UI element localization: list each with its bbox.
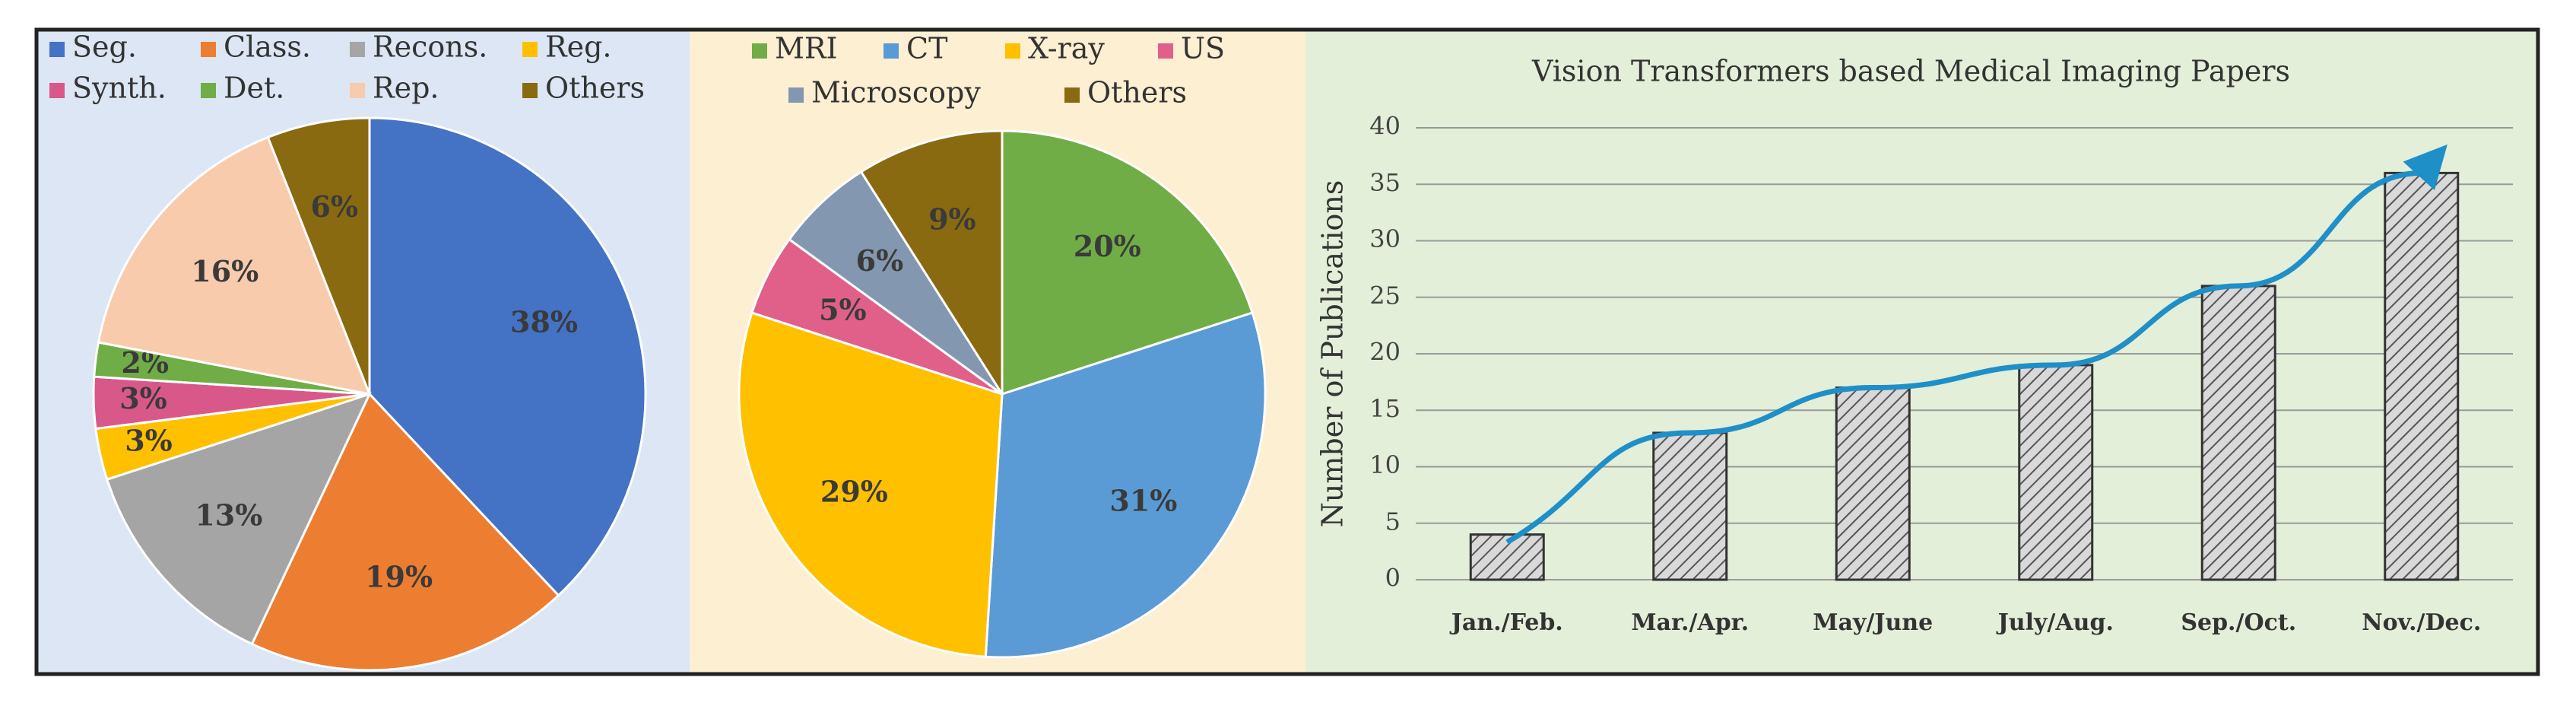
legend-label: Rep. (373, 72, 439, 105)
legend-label: Others (1087, 76, 1187, 110)
bar (1835, 386, 1911, 581)
legend-swatch (350, 42, 365, 57)
x-tick-label: May/June (1813, 609, 1933, 636)
legend-label: Others (545, 72, 645, 105)
pie-slice (368, 116, 647, 597)
slice-label: 13% (195, 498, 262, 533)
bar (2384, 171, 2460, 581)
legend-swatch (49, 83, 65, 98)
pie-slice (787, 170, 1004, 396)
slice-label: 9% (928, 202, 976, 237)
legend-swatch (1064, 87, 1080, 103)
legend-swatch (522, 83, 538, 98)
legend-label: Reg. (545, 30, 612, 64)
pie-slice (859, 129, 1004, 399)
x-tick-label: Jan./Feb. (1449, 609, 1563, 636)
x-tick-label: Nov./Dec. (2362, 609, 2481, 636)
legend-swatch (1158, 43, 1173, 59)
legend-swatch (201, 83, 216, 98)
legend-swatch (752, 43, 767, 59)
legend-swatch (49, 42, 65, 57)
legend-label: Seg. (72, 30, 137, 64)
bar (1652, 431, 1728, 581)
x-tick-label: Sep./Oct. (2181, 609, 2296, 636)
legend-swatch (201, 42, 216, 57)
legend-label: Microscopy (811, 76, 981, 110)
frame (34, 27, 2540, 676)
legend-label: US (1181, 32, 1225, 65)
legend-label: Det. (224, 72, 284, 105)
pie-slice (1001, 129, 1254, 396)
x-tick-label: Mar./Apr. (1631, 609, 1749, 636)
legend-label: Class. (224, 30, 311, 64)
y-tick-label: 35 (1369, 168, 1401, 197)
legend-swatch (522, 42, 538, 57)
slice-label: 31% (1109, 484, 1177, 518)
slice-label: 19% (365, 559, 433, 593)
legend-label: CT (906, 32, 947, 65)
slice-label: 38% (510, 305, 578, 339)
pie-slice (738, 311, 1004, 658)
slice-label: 5% (819, 293, 867, 327)
y-tick-label: 15 (1369, 394, 1401, 423)
y-tick-label: 0 (1385, 564, 1401, 593)
legend-swatch (350, 83, 365, 98)
slice-label: 3% (125, 423, 173, 457)
slice-label: 16% (191, 254, 259, 288)
legend-label: X-ray (1028, 32, 1105, 65)
legend-swatch (884, 43, 899, 59)
pie-slice (105, 392, 372, 646)
pie-slice (984, 311, 1267, 659)
x-tick-label: July/Aug. (1996, 609, 2114, 636)
legend-label: Synth. (72, 72, 167, 105)
chart-title: Vision Transformers based Medical Imagin… (1531, 55, 2290, 88)
legend-swatch (788, 87, 804, 103)
legend-label: Recons. (373, 30, 487, 64)
y-tick-label: 30 (1369, 224, 1401, 253)
legend-label: MRI (775, 32, 838, 65)
pie-slice (97, 135, 372, 396)
y-tick-label: 40 (1369, 112, 1401, 141)
trend-arrow (1505, 144, 2448, 545)
y-axis-label: Number of Publications (1316, 180, 1350, 528)
slice-label: 6% (856, 243, 904, 278)
bar (2018, 364, 2094, 581)
y-tick-label: 10 (1369, 450, 1401, 479)
y-tick-label: 20 (1369, 338, 1401, 367)
bar (2200, 285, 2276, 581)
slice-label: 29% (820, 475, 888, 509)
y-tick-label: 25 (1369, 281, 1401, 310)
y-tick-label: 5 (1385, 507, 1401, 536)
pie-slice (266, 116, 371, 395)
slice-label: 6% (310, 189, 358, 224)
pie-slice (250, 392, 560, 672)
legend-swatch (1005, 43, 1020, 59)
slice-label: 3% (119, 381, 167, 415)
slice-label: 20% (1074, 229, 1141, 263)
